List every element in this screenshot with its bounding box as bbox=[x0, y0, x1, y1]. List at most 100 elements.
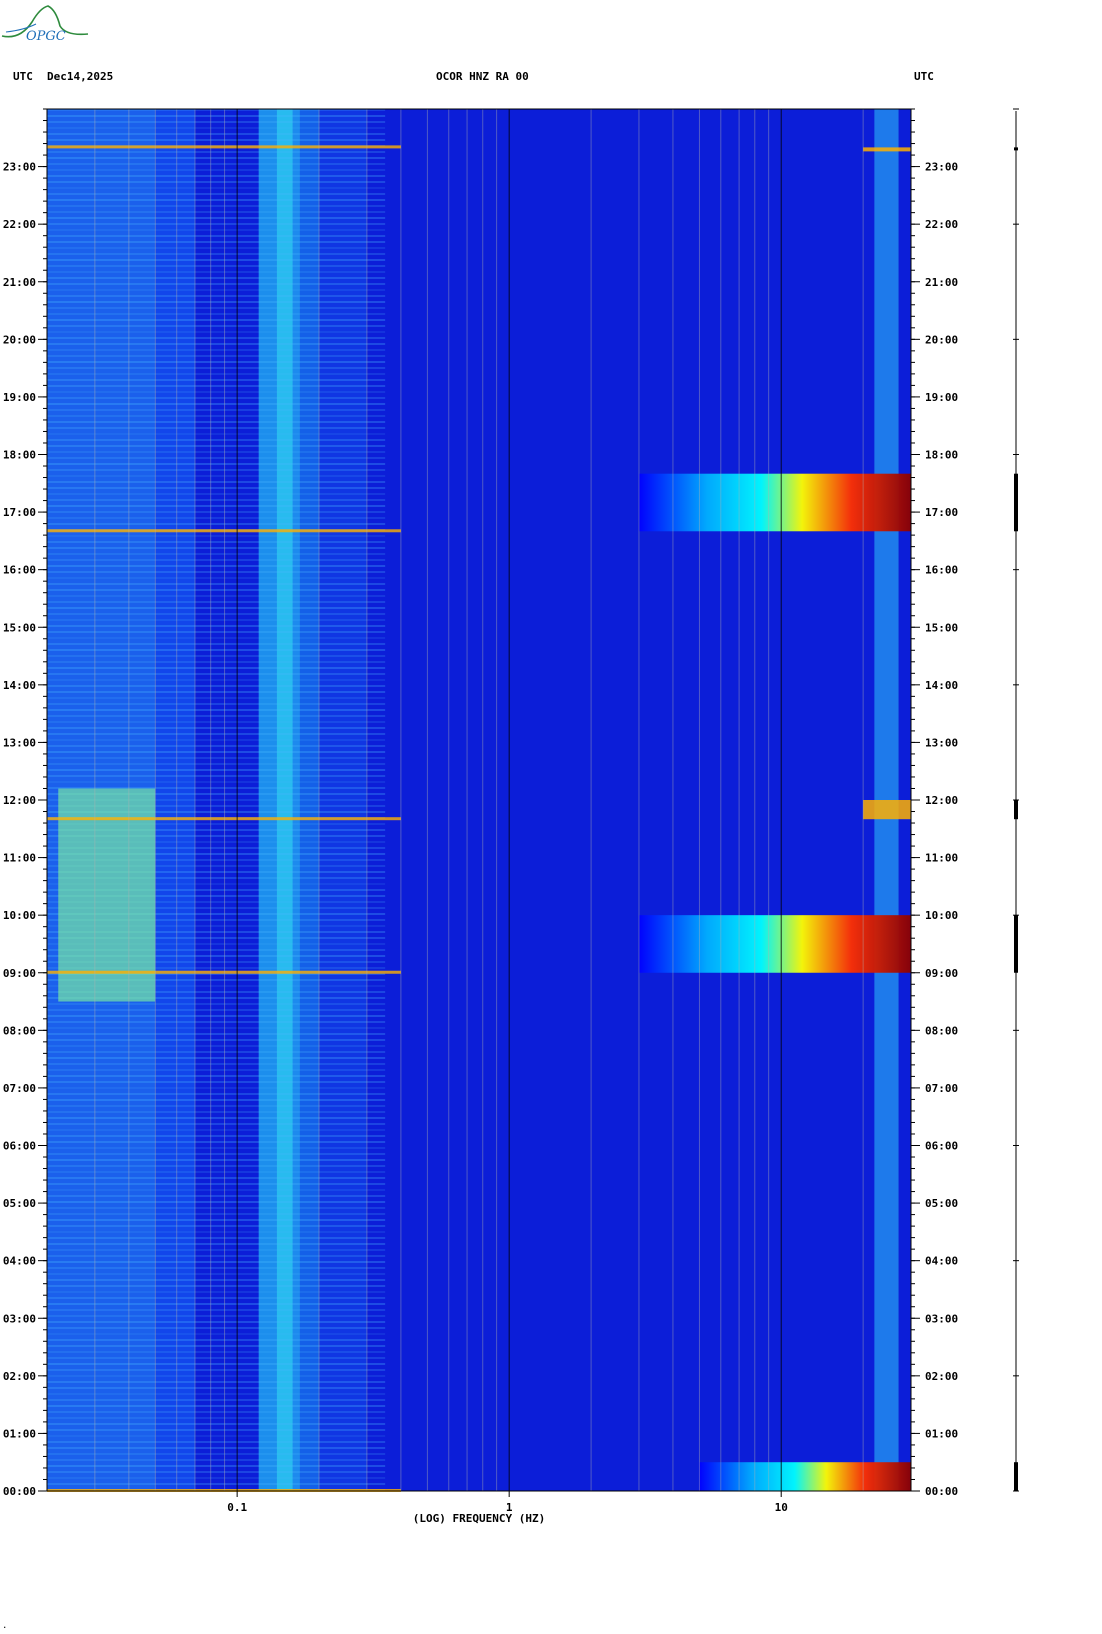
y-tick-label-right: 12:00 bbox=[925, 794, 958, 807]
texture-streak bbox=[47, 739, 386, 741]
texture-streak bbox=[47, 445, 386, 447]
texture-streak bbox=[47, 1063, 386, 1065]
texture-streak bbox=[47, 1393, 386, 1395]
y-tick-label-right: 11:00 bbox=[925, 852, 958, 865]
texture-streak bbox=[47, 979, 386, 981]
texture-streak bbox=[47, 751, 386, 753]
texture-streak bbox=[47, 1417, 386, 1419]
texture-streak bbox=[47, 1261, 386, 1263]
texture-streak bbox=[47, 661, 386, 663]
texture-streak bbox=[47, 961, 386, 963]
texture-streak bbox=[47, 1009, 386, 1011]
texture-streak bbox=[47, 1399, 386, 1401]
texture-streak bbox=[47, 679, 386, 681]
texture-streak bbox=[47, 1105, 386, 1107]
x-tick-label: 0.1 bbox=[227, 1501, 247, 1514]
y-tick-label-left: 21:00 bbox=[3, 276, 36, 289]
y-tick-label-right: 07:00 bbox=[925, 1082, 958, 1095]
texture-streak bbox=[47, 283, 386, 285]
y-tick-label-left: 00:00 bbox=[3, 1485, 36, 1498]
texture-streak bbox=[47, 301, 386, 303]
texture-streak bbox=[47, 403, 386, 405]
texture-streak bbox=[47, 1321, 386, 1323]
y-tick-label-right: 01:00 bbox=[925, 1427, 958, 1440]
texture-streak bbox=[47, 211, 386, 213]
texture-streak bbox=[47, 991, 386, 993]
energy-band bbox=[319, 109, 367, 1491]
texture-streak bbox=[47, 511, 386, 513]
event-block bbox=[863, 147, 911, 152]
texture-streak bbox=[47, 1015, 386, 1017]
texture-streak bbox=[47, 355, 386, 357]
texture-streak bbox=[47, 481, 386, 483]
texture-streak bbox=[47, 673, 386, 675]
x-tick-label: 1 bbox=[506, 1501, 513, 1514]
texture-streak bbox=[47, 1345, 386, 1347]
texture-streak bbox=[47, 889, 386, 891]
texture-streak bbox=[47, 1237, 386, 1239]
texture-streak bbox=[47, 655, 386, 657]
event-block bbox=[699, 1462, 911, 1491]
y-tick-label-right: 00:00 bbox=[925, 1485, 958, 1498]
texture-streak bbox=[47, 439, 386, 441]
texture-streak bbox=[47, 1411, 386, 1413]
texture-streak bbox=[47, 1477, 386, 1479]
y-tick-label-right: 16:00 bbox=[925, 564, 958, 577]
texture-streak bbox=[47, 1423, 386, 1425]
y-tick-label-right: 08:00 bbox=[925, 1024, 958, 1037]
texture-streak bbox=[47, 223, 386, 225]
texture-streak bbox=[47, 1177, 386, 1179]
texture-streak bbox=[47, 571, 386, 573]
y-tick-label-left: 07:00 bbox=[3, 1082, 36, 1095]
texture-streak bbox=[47, 1447, 386, 1449]
texture-streak bbox=[47, 913, 386, 915]
texture-streak bbox=[47, 727, 386, 729]
texture-streak bbox=[47, 535, 386, 537]
texture-streak bbox=[47, 745, 386, 747]
texture-streak bbox=[47, 379, 386, 381]
texture-streak bbox=[47, 1291, 386, 1293]
texture-streak bbox=[47, 415, 386, 417]
texture-streak bbox=[47, 1117, 386, 1119]
texture-streak bbox=[47, 823, 386, 825]
y-tick-label-right: 13:00 bbox=[925, 736, 958, 749]
texture-streak bbox=[47, 205, 386, 207]
texture-streak bbox=[47, 715, 386, 717]
texture-streak bbox=[47, 901, 386, 903]
texture-streak bbox=[47, 967, 386, 969]
texture-streak bbox=[47, 193, 386, 195]
texture-streak bbox=[47, 163, 386, 165]
event-block bbox=[638, 915, 911, 973]
texture-streak bbox=[47, 871, 386, 873]
y-tick-label-left: 08:00 bbox=[3, 1024, 36, 1037]
trace-event bbox=[1014, 915, 1018, 973]
texture-streak bbox=[47, 943, 386, 945]
texture-streak bbox=[47, 1069, 386, 1071]
y-tick-label-left: 22:00 bbox=[3, 218, 36, 231]
texture-streak bbox=[47, 1027, 386, 1029]
texture-streak bbox=[47, 409, 386, 411]
texture-streak bbox=[47, 805, 386, 807]
texture-streak bbox=[47, 925, 386, 927]
texture-streak bbox=[47, 811, 386, 813]
y-tick-label-left: 10:00 bbox=[3, 909, 36, 922]
texture-streak bbox=[47, 1147, 386, 1149]
texture-streak bbox=[47, 1309, 386, 1311]
texture-streak bbox=[47, 295, 386, 297]
texture-streak bbox=[47, 577, 386, 579]
texture-streak bbox=[47, 271, 386, 273]
texture-streak bbox=[47, 427, 386, 429]
texture-streak bbox=[47, 541, 386, 543]
texture-streak bbox=[47, 217, 386, 219]
texture-streak bbox=[47, 859, 386, 861]
texture-streak bbox=[47, 487, 386, 489]
texture-streak bbox=[47, 865, 386, 867]
texture-streak bbox=[47, 565, 386, 567]
texture-streak bbox=[47, 139, 386, 141]
texture-streak bbox=[47, 325, 386, 327]
texture-streak bbox=[47, 631, 386, 633]
texture-streak bbox=[47, 1249, 386, 1251]
texture-streak bbox=[47, 553, 386, 555]
texture-streak bbox=[47, 343, 386, 345]
texture-streak bbox=[47, 157, 386, 159]
